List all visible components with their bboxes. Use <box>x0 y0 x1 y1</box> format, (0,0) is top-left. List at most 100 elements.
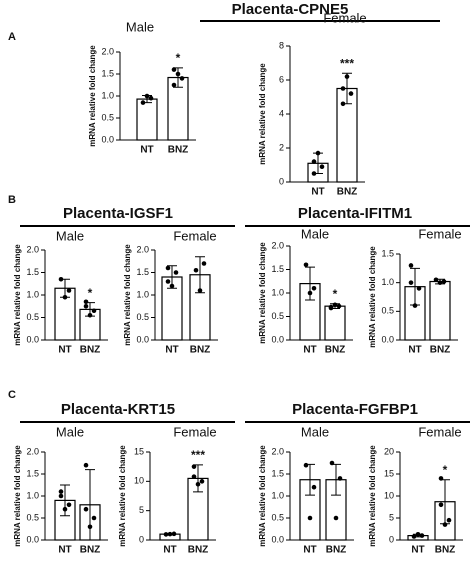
data-point <box>62 506 68 512</box>
data-point <box>332 302 338 308</box>
data-point <box>58 489 64 494</box>
data-point <box>165 279 171 284</box>
y-tick-label: 0.5 <box>271 311 284 321</box>
chart-title: Male <box>56 424 84 439</box>
data-point <box>408 280 414 285</box>
y-tick-label: 1.0 <box>271 490 284 500</box>
data-point <box>311 171 317 176</box>
panel-letter: B <box>8 194 16 206</box>
y-tick-label: 2.0 <box>26 446 39 456</box>
data-point <box>191 474 197 479</box>
data-point <box>165 265 171 271</box>
y-tick-label: 1.5 <box>271 468 284 478</box>
y-tick-label: 1.5 <box>26 468 39 478</box>
y-tick-label: 1.0 <box>136 289 149 299</box>
y-tick-label: 1.5 <box>26 267 39 277</box>
y-axis-label: mRNA relative fold change <box>368 445 377 547</box>
chart-title: Male <box>56 228 84 243</box>
data-point <box>66 502 72 508</box>
data-point <box>144 93 150 99</box>
data-point <box>169 283 175 289</box>
x-tick-label: NT <box>411 545 424 556</box>
y-tick-label: 1.5 <box>136 267 149 277</box>
data-point <box>163 532 169 537</box>
y-axis-label: mRNA relative fold change <box>118 445 127 547</box>
y-tick-label: 5 <box>139 505 144 515</box>
y-tick-label: 0.5 <box>26 512 39 522</box>
data-point <box>438 502 444 508</box>
data-point <box>315 150 321 156</box>
y-tick-label: 0 <box>279 176 284 186</box>
data-point <box>337 476 343 481</box>
y-tick-label: 1.5 <box>271 264 284 274</box>
x-tick-label: NT <box>58 545 71 556</box>
data-point <box>311 159 317 164</box>
y-tick-label: 0.0 <box>26 534 39 544</box>
significance: *** <box>191 448 205 462</box>
x-tick-label: NT <box>311 187 324 198</box>
y-tick-label: 1.0 <box>101 90 114 100</box>
y-tick-label: 10 <box>384 490 394 500</box>
x-tick-label: NT <box>58 345 71 356</box>
panel-title: Placenta-KRT15 <box>61 401 175 418</box>
y-tick-label: 10 <box>134 476 144 486</box>
x-tick-label: BNZ <box>430 345 451 356</box>
y-tick-label: 0.5 <box>136 312 149 322</box>
y-axis-label: mRNA relative fold change <box>13 244 22 346</box>
data-point <box>58 493 64 499</box>
data-point <box>437 280 443 285</box>
y-tick-label: 6 <box>279 74 284 84</box>
x-tick-label: NT <box>163 545 176 556</box>
y-axis-label: mRNA relative fold change <box>258 63 267 165</box>
y-axis-label: mRNA relative fold change <box>258 445 267 547</box>
y-axis-label: mRNA relative fold change <box>258 242 267 344</box>
data-point <box>319 164 325 169</box>
data-point <box>140 100 146 105</box>
data-point <box>328 304 334 310</box>
data-point <box>340 86 346 91</box>
y-axis-label: mRNA relative fold change <box>368 246 377 348</box>
chart-title: Female <box>173 228 216 243</box>
data-point <box>441 279 447 284</box>
data-point <box>307 290 313 296</box>
x-tick-label: NT <box>408 345 421 356</box>
y-tick-label: 8 <box>279 40 284 50</box>
panel-letter: C <box>8 389 16 401</box>
data-point <box>91 308 97 314</box>
data-point <box>438 476 444 481</box>
data-point <box>329 460 335 466</box>
data-point <box>62 294 68 300</box>
x-tick-label: BNZ <box>337 187 358 198</box>
data-point <box>416 286 422 291</box>
data-point <box>175 71 181 77</box>
data-point <box>83 462 89 468</box>
y-tick-label: 1.0 <box>381 277 394 287</box>
data-point <box>344 74 350 79</box>
panel-title: Placenta-IFITM1 <box>298 205 412 222</box>
x-tick-label: BNZ <box>80 545 101 556</box>
significance: * <box>333 287 338 301</box>
y-tick-label: 0.0 <box>271 534 284 544</box>
x-tick-label: BNZ <box>326 545 347 556</box>
x-tick-label: NT <box>303 345 316 356</box>
significance: * <box>443 463 448 477</box>
y-tick-label: 0.0 <box>26 334 39 344</box>
data-point <box>411 534 417 539</box>
y-tick-label: 1.0 <box>26 289 39 299</box>
data-point <box>171 67 177 72</box>
data-point <box>179 76 185 81</box>
x-tick-label: BNZ <box>80 345 101 356</box>
data-point <box>307 515 313 521</box>
data-point <box>193 267 199 273</box>
data-point <box>412 303 418 308</box>
bar <box>324 305 346 341</box>
data-point <box>87 524 93 530</box>
bar <box>429 280 451 341</box>
x-tick-label: BNZ <box>435 545 456 556</box>
y-tick-label: 2.0 <box>26 244 39 254</box>
panel-letter: A <box>8 31 16 43</box>
data-point <box>311 286 317 291</box>
data-point <box>419 533 425 538</box>
y-tick-label: 5 <box>389 512 394 522</box>
y-axis-label: mRNA relative fold change <box>13 445 22 547</box>
